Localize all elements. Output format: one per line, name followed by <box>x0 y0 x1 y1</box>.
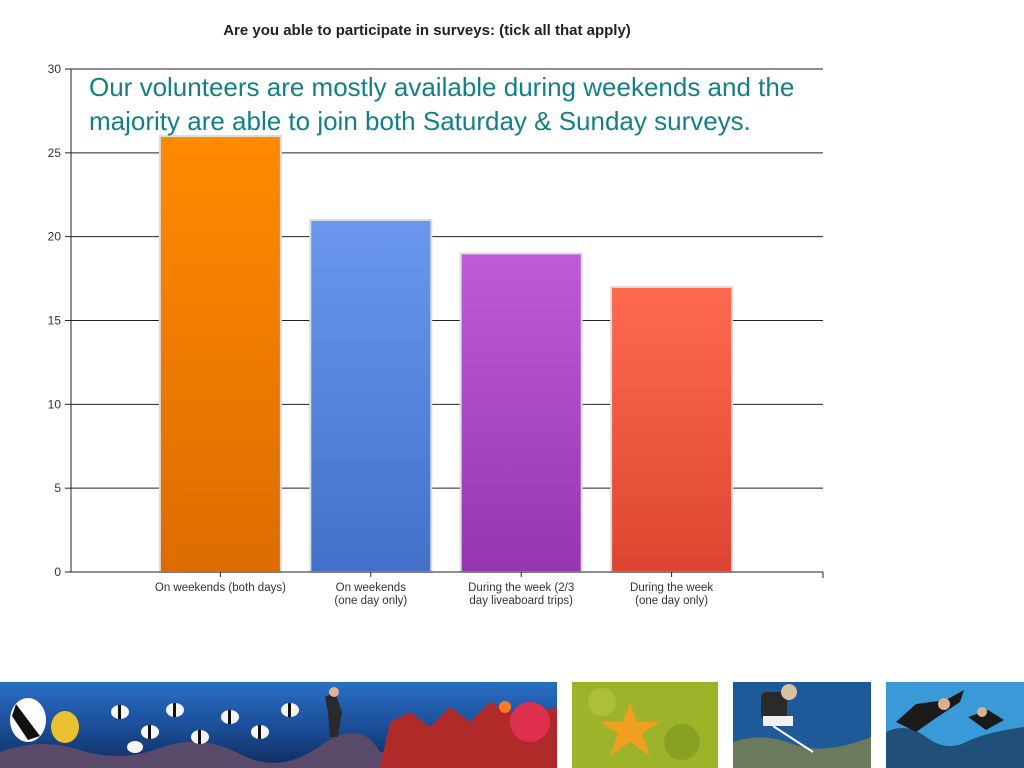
y-tick-label: 25 <box>48 146 62 160</box>
y-tick-label: 20 <box>48 230 62 244</box>
bar-2 <box>309 218 433 573</box>
x-tick-label: (one day only) <box>635 595 708 607</box>
x-tick-label: On weekends <box>336 582 407 594</box>
bar-1 <box>158 135 282 573</box>
x-tick-label: On weekends (both days) <box>155 582 286 594</box>
y-tick-label: 30 <box>48 62 62 76</box>
bar-chart: Are you able to participate in surveys: … <box>48 22 824 607</box>
y-tick-label: 10 <box>48 397 62 411</box>
x-tick-label: During the week <box>630 582 713 594</box>
bar-3 <box>459 252 583 574</box>
y-tick-label: 0 <box>54 565 61 579</box>
diver-survey-photo <box>733 682 871 768</box>
axes: 0 5 10 15 20 25 30 On weekends (both days) On we… <box>48 62 824 607</box>
reef-fish-panorama-photo <box>0 682 557 768</box>
chart-title: Are you able to participate in surveys: … <box>223 22 631 39</box>
divers-reef-photo <box>886 682 1024 768</box>
x-tick-label: (one day only) <box>334 595 407 607</box>
y-tick-label: 15 <box>48 314 62 328</box>
y-tick-label: 5 <box>54 481 61 495</box>
summary-callout: Our volunteers are mostly available duri… <box>89 72 795 136</box>
photo-strip <box>0 682 1024 768</box>
bar-4 <box>610 285 734 573</box>
starfish-photo <box>572 682 718 768</box>
x-tick-label: During the week (2/3 <box>468 582 574 594</box>
x-tick-label: day liveaboard trips) <box>469 595 573 607</box>
bars <box>158 135 734 574</box>
